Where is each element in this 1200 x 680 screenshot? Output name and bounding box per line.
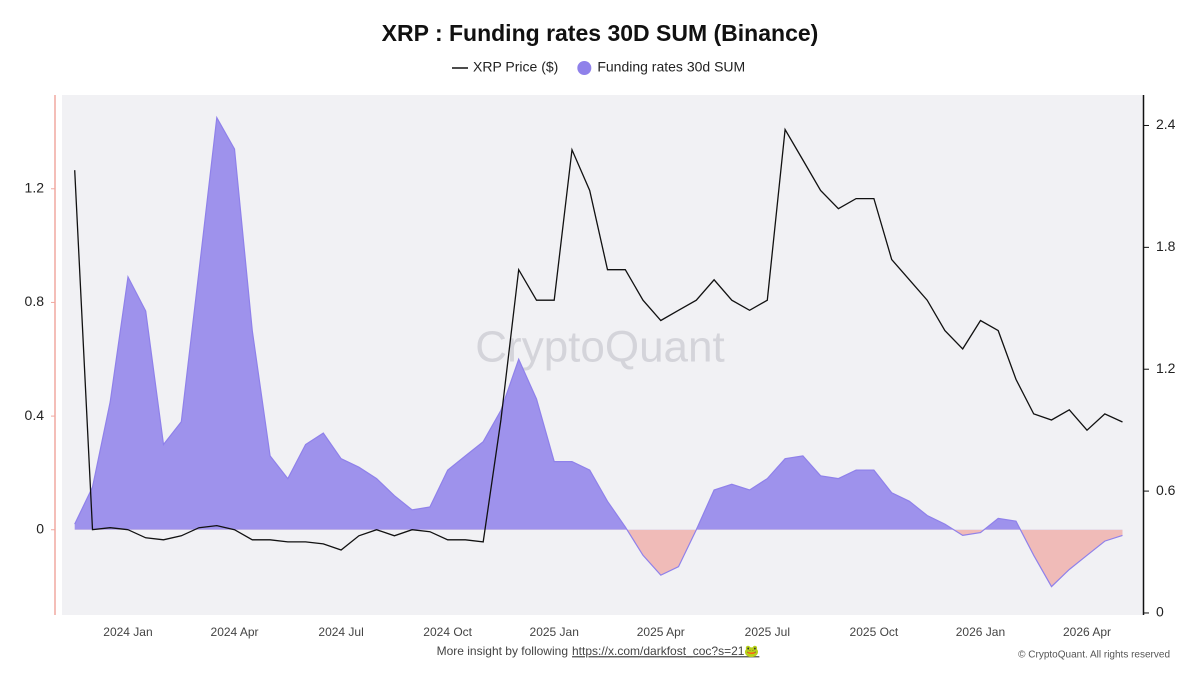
- y2-tick-label: 2.4: [1156, 116, 1176, 132]
- plot-marks: [74, 115, 1123, 588]
- y-tick-label: 0: [36, 520, 44, 536]
- legend-label: XRP Price ($): [473, 59, 558, 75]
- x-tick-label: 2025 Jul: [745, 625, 790, 639]
- y-tick-label: 1.2: [25, 179, 45, 195]
- chart-title: XRP : Funding rates 30D SUM (Binance): [382, 20, 819, 46]
- x-tick-label: 2025 Apr: [637, 625, 685, 639]
- price-line: [74, 127, 1123, 551]
- footer-note: More insight by following: [437, 644, 568, 658]
- y2-tick-label: 1.2: [1156, 360, 1176, 376]
- legend: XRP Price ($) Funding rates 30d SUM: [452, 59, 745, 75]
- y-tick-label: 0.4: [25, 407, 45, 423]
- x-tick-label: 2026 Apr: [1063, 625, 1111, 639]
- watermark: CryptoQuant: [475, 323, 724, 372]
- legend-swatch: [577, 61, 592, 75]
- y2-tick-label: 0: [1156, 604, 1164, 620]
- x-tick-label: 2024 Oct: [423, 625, 472, 639]
- footer-link[interactable]: https://x.com/darkfost_coc?s=21🐸: [572, 644, 759, 658]
- copyright: © CryptoQuant. All rights reserved: [1018, 650, 1170, 661]
- y-tick-label: 0.8: [25, 293, 45, 309]
- area-fill-negative: [627, 529, 1123, 587]
- x-tick-label: 2025 Oct: [850, 625, 899, 639]
- x-tick-label: 2026 Jan: [956, 625, 1005, 639]
- y2-tick-label: 1.8: [1156, 238, 1176, 254]
- x-tick-label: 2024 Jul: [318, 625, 363, 639]
- y2-tick-label: 0.6: [1156, 482, 1176, 498]
- area-fill-positive: [74, 117, 1123, 530]
- area-line: [74, 115, 1123, 588]
- x-tick-label: 2024 Jan: [103, 625, 152, 639]
- x-tick-label: 2025 Jan: [530, 625, 579, 639]
- legend-label: Funding rates 30d SUM: [597, 59, 745, 75]
- x-tick-label: 2024 Apr: [211, 625, 259, 639]
